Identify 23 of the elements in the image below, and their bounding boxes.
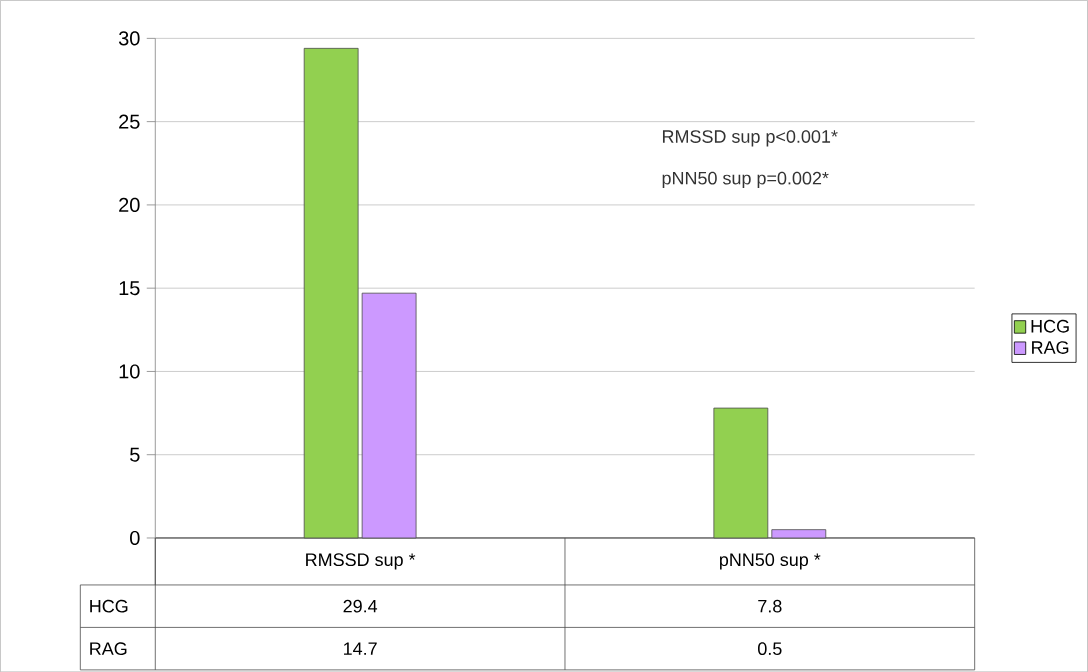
data-label: 14.7 bbox=[344, 642, 377, 655]
y-tick-label: 30 bbox=[118, 31, 140, 46]
y-tick-label: 25 bbox=[119, 114, 140, 129]
text: HCG bbox=[90, 599, 128, 613]
y-tick-label: 0 bbox=[130, 530, 140, 545]
bar bbox=[713, 407, 769, 539]
annotation: pNN50 sup p=0.002* bbox=[662, 171, 829, 188]
data-label: 7.8 bbox=[758, 599, 782, 613]
annotation: RMSSD sup p<0.001* bbox=[662, 129, 838, 147]
bar bbox=[361, 292, 417, 539]
y-tick-label: 20 bbox=[119, 197, 140, 212]
bar bbox=[771, 529, 827, 539]
legend-label: HCG bbox=[1031, 319, 1069, 333]
text: RAG bbox=[90, 642, 127, 655]
y-tick-label: 10 bbox=[119, 364, 140, 379]
y-tick-label: 5 bbox=[130, 447, 140, 462]
x-tick-label: pNN50 sup * bbox=[720, 553, 821, 570]
y-tick-label: 15 bbox=[119, 281, 140, 295]
data-label: 29.4 bbox=[343, 599, 378, 613]
legend-label: RAG bbox=[1032, 340, 1069, 354]
bar bbox=[303, 47, 359, 539]
data-label: 0.5 bbox=[758, 642, 782, 655]
x-tick-label: RMSSD sup * bbox=[306, 553, 416, 570]
